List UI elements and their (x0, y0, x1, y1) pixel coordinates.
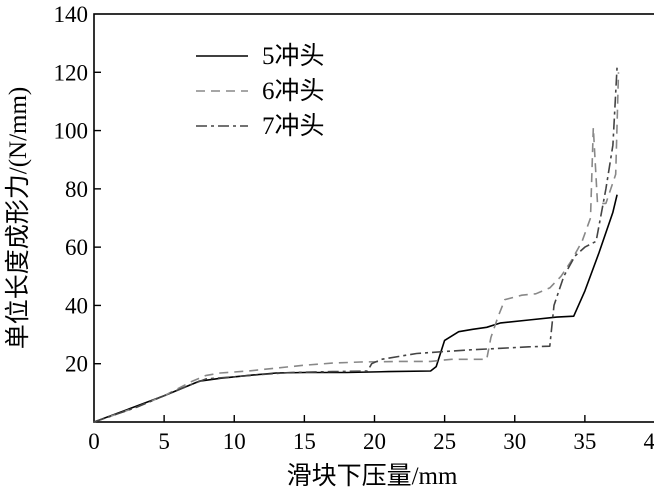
ticks-layer: 0 5 10 15 20 25 30 35 40 20 40 60 80 100 120 140 (54, 2, 654, 454)
series-line-5 (93, 194, 618, 423)
series-line-6 (93, 72, 620, 423)
x-tick-label: 15 (293, 429, 316, 454)
y-tick-label: 140 (54, 2, 89, 27)
y-tick-label: 80 (65, 177, 88, 202)
y-tick-label: 120 (54, 60, 89, 85)
y-tick-label: 100 (54, 119, 89, 144)
y-tick-label: 20 (65, 352, 88, 377)
series-layer (93, 66, 620, 423)
legend: 5冲头 6冲头 7冲头 (196, 42, 325, 140)
x-axis-label: 滑块下压量/mm (287, 462, 458, 490)
legend-label-5: 5冲头 (262, 42, 325, 70)
x-tick-label: 35 (573, 429, 596, 454)
x-tick-label: 10 (223, 429, 246, 454)
legend-label-6: 6冲头 (262, 77, 325, 105)
legend-label-7: 7冲头 (262, 112, 325, 140)
plot-frame (93, 13, 654, 423)
x-tick-label: 5 (158, 429, 170, 454)
y-axis-label: 单位长度成形力/(N/mm) (4, 87, 32, 350)
x-tick-label: 25 (433, 429, 456, 454)
x-tick-label: 20 (363, 429, 386, 454)
x-tick-label: 40 (644, 429, 654, 454)
y-tick-label: 60 (65, 235, 88, 260)
x-tick-label: 0 (88, 429, 100, 454)
series-line-7 (93, 66, 618, 423)
x-tick-label: 30 (503, 429, 526, 454)
y-tick-label: 40 (65, 293, 88, 318)
